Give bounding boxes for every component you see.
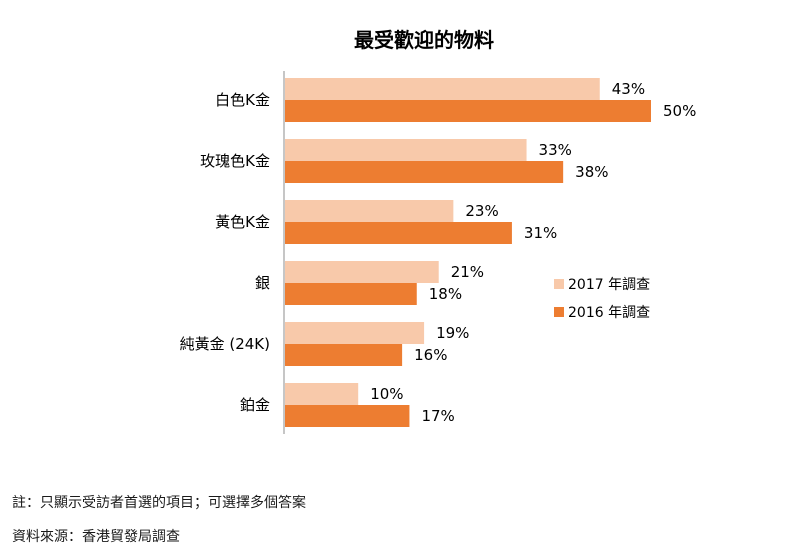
legend-label-2016: 2016 年調查	[568, 305, 650, 321]
value-labels: 43% 50% 33%38% 23% 31% 21% 18% 19% 16% 10% 17%	[370, 80, 696, 425]
category-label: 鉑金	[240, 396, 270, 414]
data-label: 17%	[421, 407, 454, 425]
legend-swatch-2016	[554, 307, 564, 317]
chart-title: 最受歡迎的物料	[354, 28, 494, 52]
footnote-note: 註：只顯示受訪者首選的項目；可選擇多個答案	[12, 495, 306, 511]
bar-2017	[285, 139, 527, 161]
bar-2016	[285, 222, 512, 244]
legend-swatch-2017	[554, 279, 564, 289]
legend-label-2017: 2017 年調查	[568, 277, 650, 293]
bar-2016	[285, 344, 403, 366]
category-label: 純黃金 (24K)	[180, 335, 270, 353]
bar-2017	[285, 78, 600, 100]
category-label: 玫瑰色K金	[200, 152, 270, 170]
legend: 2017 年調查 2016 年調查	[554, 277, 650, 321]
data-label: 19%	[436, 324, 469, 342]
bar-2017	[285, 200, 454, 222]
data-label: 31%	[524, 224, 557, 242]
bar-2016	[285, 161, 564, 183]
data-label: 21%	[451, 263, 484, 281]
bar-2016	[285, 283, 417, 305]
footnote-source: 資料來源：香港貿發局調查	[12, 529, 180, 545]
data-label: 16%	[414, 346, 447, 364]
data-label: 18%	[429, 285, 462, 303]
data-label: 38%	[575, 163, 608, 181]
bar-2017	[285, 261, 439, 283]
category-label: 黃色K金	[215, 213, 270, 231]
data-label: 50%	[663, 102, 696, 120]
bar-2017	[285, 383, 359, 405]
category-label: 白色K金	[215, 91, 270, 109]
data-label: 23%	[465, 202, 498, 220]
bar-2017	[285, 322, 425, 344]
bar-2016	[285, 405, 410, 427]
bar-2016	[285, 100, 651, 122]
bars-group	[285, 78, 651, 427]
data-label: 33%	[539, 141, 572, 159]
data-label: 43%	[612, 80, 645, 98]
category-label: 銀	[255, 274, 270, 292]
data-label: 10%	[370, 385, 403, 403]
